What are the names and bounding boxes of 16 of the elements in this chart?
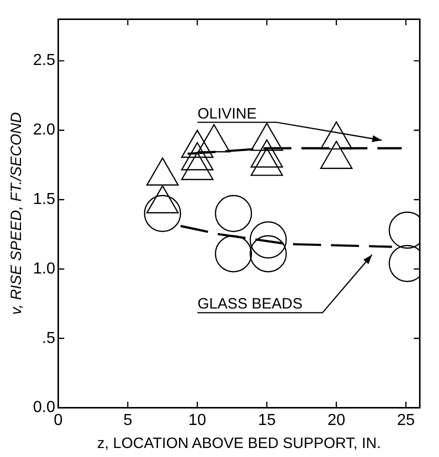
x-tick-label: 25 (396, 412, 415, 429)
x-tick-label: 15 (258, 412, 276, 429)
y-tick-label: 0.0 (32, 399, 56, 416)
y-axis-title: v, RISE SPEED, FT./SECOND (8, 112, 26, 315)
y-tick-label: 1.5 (32, 191, 56, 208)
y-tick-label: 1.0 (32, 260, 56, 278)
x-tick-label: 10 (188, 412, 206, 429)
x-tick-label: 0 (54, 412, 63, 429)
text: GLASS BEADS (197, 296, 302, 313)
y-tick-label: 2.0 (32, 122, 56, 139)
y-tick-label: 2.5 (32, 52, 56, 70)
x-tick-label: 5 (123, 412, 132, 429)
x-axis-title: z, LOCATION ABOVE BED SUPPORT, IN. (97, 435, 381, 452)
series-label: OLIVINE (197, 105, 257, 122)
y-tick-label: .5 (42, 330, 56, 347)
x-tick-label: 20 (327, 412, 346, 429)
